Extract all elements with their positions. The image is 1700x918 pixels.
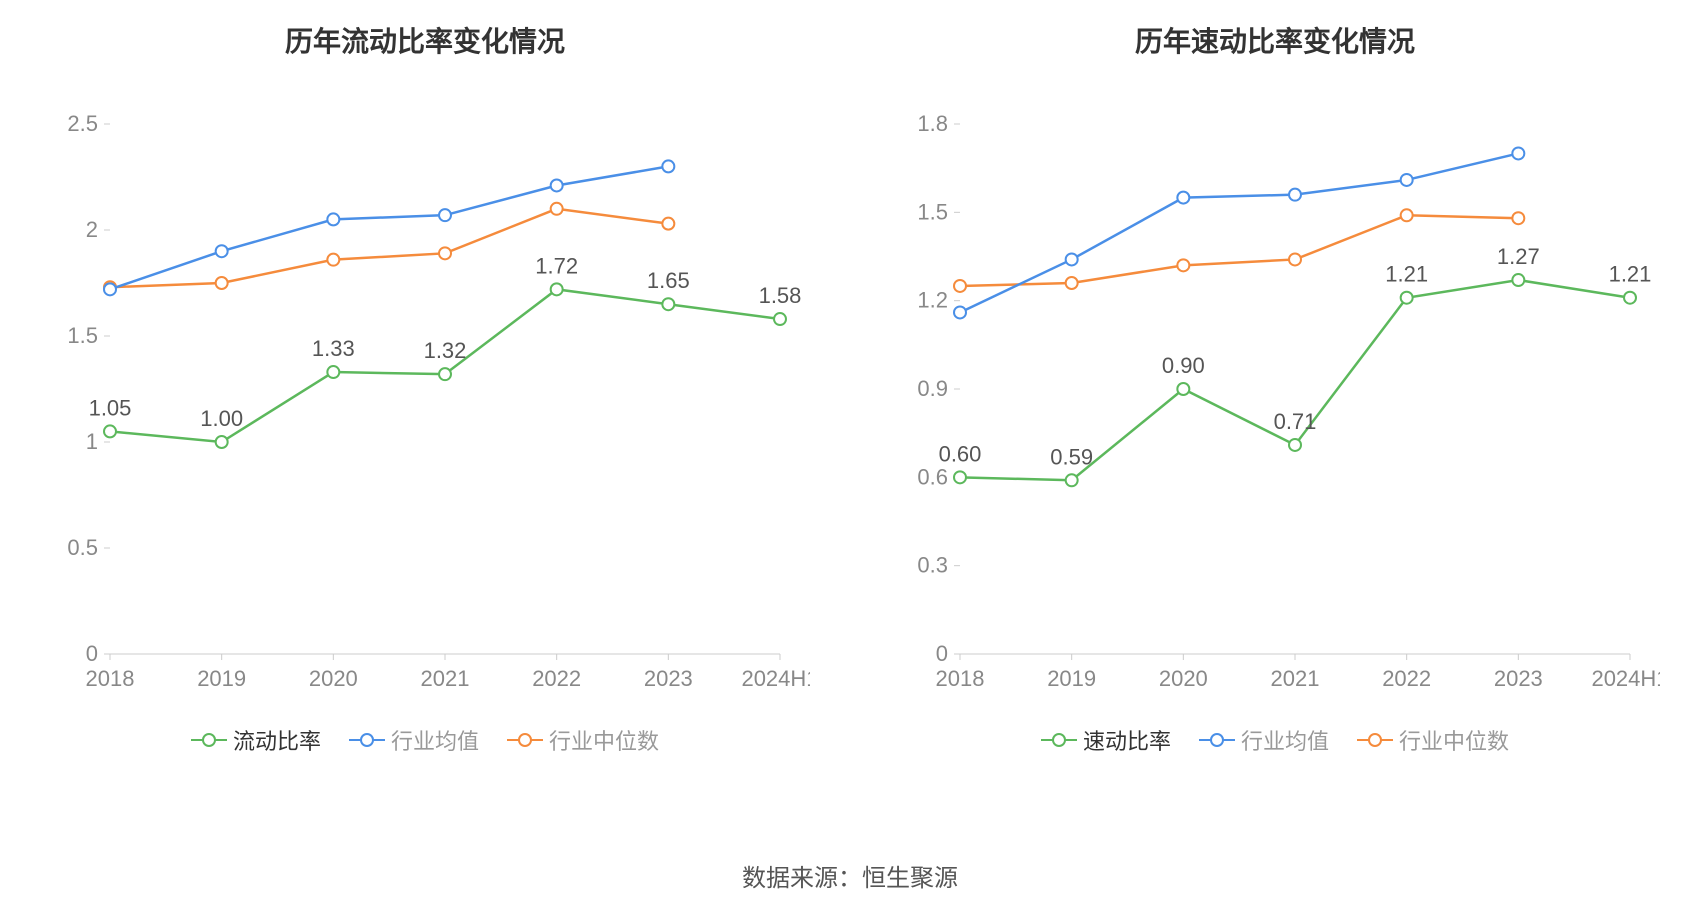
svg-text:0: 0 xyxy=(86,641,98,666)
left-chart-title: 历年流动比率变化情况 xyxy=(40,20,810,60)
svg-text:1.32: 1.32 xyxy=(424,338,467,363)
svg-text:1: 1 xyxy=(86,429,98,454)
svg-text:1.58: 1.58 xyxy=(759,283,802,308)
legend-label: 行业均值 xyxy=(1241,724,1329,756)
right-chart-area: 0 0.3 0.6 0.9 1.2 1.5 1.8 2018 2019 2020 2021 2022 2… xyxy=(890,84,1660,704)
legend-marker-icon xyxy=(1199,733,1235,747)
svg-text:1.27: 1.27 xyxy=(1497,244,1540,269)
svg-text:0.90: 0.90 xyxy=(1162,353,1205,378)
svg-text:2021: 2021 xyxy=(421,666,470,691)
svg-text:1.72: 1.72 xyxy=(535,253,578,278)
svg-text:1.5: 1.5 xyxy=(917,199,948,224)
left-chart-svg: 0 0.5 1 1.5 2 2.5 2018 2019 2020 2021 2022 2023 2024… xyxy=(40,84,810,704)
svg-text:0.71: 0.71 xyxy=(1274,409,1317,434)
svg-text:0.5: 0.5 xyxy=(67,535,98,560)
legend-label: 速动比率 xyxy=(1083,724,1171,756)
svg-text:2018: 2018 xyxy=(936,666,985,691)
legend-item[interactable]: 行业中位数 xyxy=(1357,724,1509,756)
legend-label: 行业中位数 xyxy=(1399,724,1509,756)
legend-item[interactable]: 流动比率 xyxy=(191,724,321,756)
svg-text:0.3: 0.3 xyxy=(917,553,948,578)
left-panel: 历年流动比率变化情况 0 0.5 1 1.5 2 2.5 2018 2019 2020 2021 2… xyxy=(0,0,850,840)
svg-text:2024H1: 2024H1 xyxy=(1591,666,1660,691)
svg-text:2020: 2020 xyxy=(1159,666,1208,691)
svg-text:0.60: 0.60 xyxy=(939,441,982,466)
legend-marker-icon xyxy=(349,733,385,747)
svg-text:2024H1: 2024H1 xyxy=(741,666,810,691)
data-source-label: 数据来源：恒生聚源 xyxy=(0,858,1700,893)
svg-text:1.33: 1.33 xyxy=(312,336,355,361)
svg-text:2.5: 2.5 xyxy=(67,111,98,136)
svg-text:2022: 2022 xyxy=(532,666,581,691)
panels-row: 历年流动比率变化情况 0 0.5 1 1.5 2 2.5 2018 2019 2020 2021 2… xyxy=(0,0,1700,840)
svg-text:1.65: 1.65 xyxy=(647,268,690,293)
svg-text:1.21: 1.21 xyxy=(1609,262,1652,287)
right-legend: 速动比率 行业均值 行业中位数 xyxy=(890,724,1660,756)
svg-text:2: 2 xyxy=(86,217,98,242)
svg-text:2023: 2023 xyxy=(644,666,693,691)
left-chart-area: 0 0.5 1 1.5 2 2.5 2018 2019 2020 2021 2022 2023 2024… xyxy=(40,84,810,704)
svg-text:1.05: 1.05 xyxy=(89,395,132,420)
legend-item[interactable]: 速动比率 xyxy=(1041,724,1171,756)
svg-text:1.2: 1.2 xyxy=(917,288,948,313)
legend-item[interactable]: 行业中位数 xyxy=(507,724,659,756)
svg-text:2018: 2018 xyxy=(86,666,135,691)
svg-text:2019: 2019 xyxy=(1047,666,1096,691)
legend-item[interactable]: 行业均值 xyxy=(349,724,479,756)
legend-label: 流动比率 xyxy=(233,724,321,756)
legend-label: 行业中位数 xyxy=(549,724,659,756)
svg-text:1.00: 1.00 xyxy=(200,406,243,431)
svg-text:0: 0 xyxy=(936,641,948,666)
right-chart-svg: 0 0.3 0.6 0.9 1.2 1.5 1.8 2018 2019 2020 2021 2022 2… xyxy=(890,84,1660,704)
legend-label: 行业均值 xyxy=(391,724,479,756)
right-panel: 历年速动比率变化情况 0 0.3 0.6 0.9 1.2 1.5 1.8 2018 2019 20… xyxy=(850,0,1700,840)
svg-text:0.59: 0.59 xyxy=(1050,444,1093,469)
svg-text:1.5: 1.5 xyxy=(67,323,98,348)
legend-item[interactable]: 行业均值 xyxy=(1199,724,1329,756)
legend-marker-icon xyxy=(507,733,543,747)
legend-marker-icon xyxy=(191,733,227,747)
left-legend: 流动比率 行业均值 行业中位数 xyxy=(40,724,810,756)
svg-text:0.6: 0.6 xyxy=(917,464,948,489)
chart-container: { "source_label": "数据来源：恒生聚源", "colors":… xyxy=(0,0,1700,918)
right-chart-title: 历年速动比率变化情况 xyxy=(890,20,1660,60)
svg-text:1.21: 1.21 xyxy=(1385,262,1428,287)
svg-text:2020: 2020 xyxy=(309,666,358,691)
svg-text:1.8: 1.8 xyxy=(917,111,948,136)
svg-text:0.9: 0.9 xyxy=(917,376,948,401)
svg-text:2022: 2022 xyxy=(1382,666,1431,691)
svg-text:2021: 2021 xyxy=(1271,666,1320,691)
svg-text:2023: 2023 xyxy=(1494,666,1543,691)
legend-marker-icon xyxy=(1357,733,1393,747)
svg-text:2019: 2019 xyxy=(197,666,246,691)
legend-marker-icon xyxy=(1041,733,1077,747)
